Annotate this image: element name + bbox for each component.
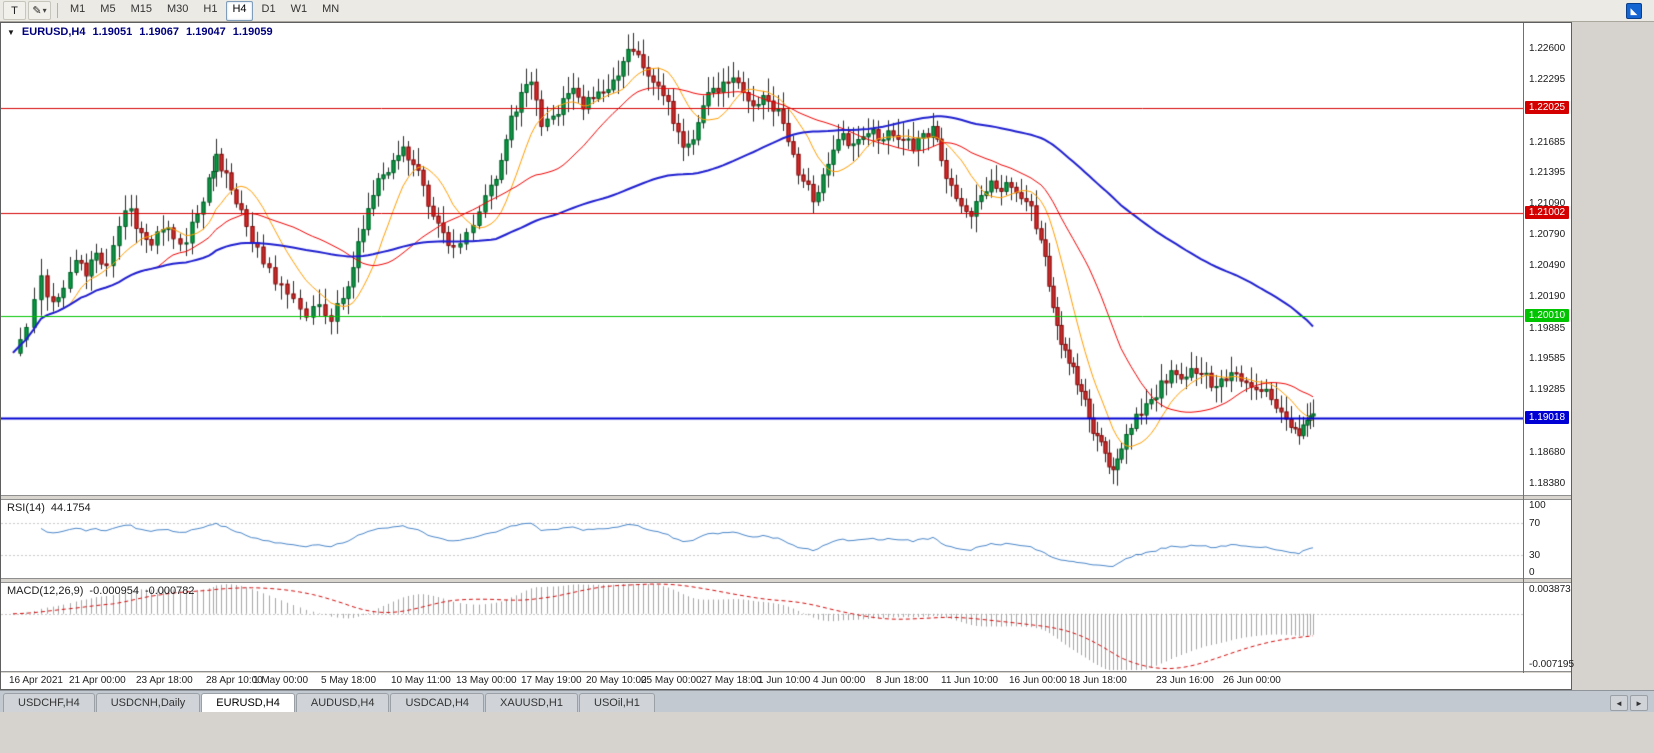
price-axis-label: 1.19885 bbox=[1529, 322, 1566, 334]
date-label: 10 May 11:00 bbox=[391, 675, 451, 686]
rsi-axis[interactable]: 100 70 30 0 bbox=[1524, 500, 1571, 578]
tab-scroll-left-icon[interactable]: ◄ bbox=[1610, 695, 1628, 711]
pane-splitter[interactable] bbox=[1, 495, 1571, 500]
tab-eurusd-h4[interactable]: EURUSD,H4 bbox=[201, 693, 295, 712]
timeframe-d1-button[interactable]: D1 bbox=[261, 2, 276, 15]
timeframe-m30-button[interactable]: M30 bbox=[166, 2, 189, 15]
rsi-label: RSI(14) 44.1754 bbox=[7, 502, 91, 514]
macd-signal-value: -0.000782 bbox=[144, 585, 195, 597]
price-axis-label: 1.18380 bbox=[1529, 477, 1566, 489]
macd-main-value: -0.000954 bbox=[89, 585, 139, 597]
price-level-badge: 1.19018 bbox=[1525, 410, 1569, 424]
chart-tabbar: USDCHF,H4 USDCNH,Daily EURUSD,H4 AUDUSD,… bbox=[0, 690, 1654, 712]
pane-divider bbox=[1, 671, 1571, 673]
collapse-quote-icon[interactable]: ▼ bbox=[7, 27, 15, 37]
date-label: 1 Jun 10:00 bbox=[758, 675, 811, 686]
tab-usdcad-h4[interactable]: USDCAD,H4 bbox=[390, 693, 485, 712]
macd-canvas[interactable] bbox=[1, 583, 1523, 671]
quote-line: ▼ EURUSD,H4 1.19051 1.19067 1.19047 1.19… bbox=[7, 26, 273, 38]
timeframe-mn-button[interactable]: MN bbox=[322, 2, 340, 15]
chart-window: ▼ EURUSD,H4 1.19051 1.19067 1.19047 1.19… bbox=[0, 22, 1575, 690]
rsi-axis-label: 70 bbox=[1529, 518, 1541, 530]
chevron-down-icon: ▾ bbox=[42, 6, 47, 15]
date-label: 17 May 19:00 bbox=[521, 675, 582, 686]
price-axis-label: 1.22600 bbox=[1529, 42, 1566, 54]
quote-low: 1.19047 bbox=[186, 26, 226, 38]
rsi-axis-label: 100 bbox=[1529, 500, 1546, 511]
date-label: 23 Apr 18:00 bbox=[136, 675, 193, 686]
price-axis-label: 1.22295 bbox=[1529, 74, 1566, 86]
date-label: 13 May 00:00 bbox=[456, 675, 517, 686]
workspace-area bbox=[0, 712, 1654, 753]
timeframe-m5-button[interactable]: M5 bbox=[100, 2, 116, 15]
text-tool-button[interactable]: T bbox=[3, 1, 26, 20]
pencil-icon: ✎ bbox=[32, 5, 42, 17]
pane-splitter[interactable] bbox=[1, 578, 1571, 583]
date-label: 20 May 10:00 bbox=[586, 675, 647, 686]
tab-audusd-h4[interactable]: AUDUSD,H4 bbox=[295, 693, 390, 712]
scroll-to-end-icon[interactable]: ◣ bbox=[1626, 3, 1642, 19]
macd-label: MACD(12,26,9) -0.000954 -0.000782 bbox=[7, 585, 195, 597]
macd-axis-label: -0.007195 bbox=[1529, 659, 1575, 670]
date-label: 16 Apr 2021 bbox=[9, 675, 63, 686]
rsi-canvas[interactable] bbox=[1, 500, 1523, 578]
date-label: 11 Jun 10:00 bbox=[941, 675, 999, 686]
toolbar: T ✎ ▾ M1 M5 M15 M30 H1 H4 D1 W1 MN ◣ bbox=[0, 0, 1654, 22]
price-axis-label: 1.21395 bbox=[1529, 166, 1566, 178]
quote-high: 1.19067 bbox=[139, 26, 180, 38]
date-label: 4 Jun 00:00 bbox=[813, 675, 866, 686]
rsi-axis-label: 0 bbox=[1529, 567, 1535, 578]
rsi-name: RSI(14) bbox=[7, 502, 45, 514]
price-axis-label: 1.19285 bbox=[1529, 384, 1566, 396]
price-axis-label: 1.20190 bbox=[1529, 291, 1566, 303]
date-label: 5 May 18:00 bbox=[321, 675, 377, 686]
price-axis-label: 1.20490 bbox=[1529, 260, 1566, 272]
date-label: 21 Apr 00:00 bbox=[69, 675, 126, 686]
timeframe-w1-button[interactable]: W1 bbox=[290, 2, 308, 15]
date-label: 23 Jun 16:00 bbox=[1156, 675, 1214, 686]
date-label: 8 Jun 18:00 bbox=[876, 675, 929, 686]
quote-close: 1.19059 bbox=[232, 26, 273, 38]
date-label: 25 May 00:00 bbox=[641, 675, 702, 686]
timeframe-m1-button[interactable]: M1 bbox=[70, 2, 86, 15]
price-axis-label: 1.18680 bbox=[1529, 446, 1566, 458]
macd-axis[interactable]: 0.003873 -0.007195 bbox=[1524, 583, 1575, 671]
price-axis-label: 1.21090 bbox=[1529, 198, 1566, 210]
rsi-value: 44.1754 bbox=[50, 502, 91, 514]
date-label: 16 Jun 00:00 bbox=[1009, 675, 1067, 686]
date-label: 18 Jun 18:00 bbox=[1069, 675, 1127, 686]
price-axis-label: 1.19585 bbox=[1529, 353, 1566, 365]
timeframe-m15-button[interactable]: M15 bbox=[130, 2, 152, 15]
price-level-badge: 1.21002 bbox=[1525, 206, 1569, 220]
main-chart-canvas[interactable] bbox=[1, 23, 1523, 495]
time-axis[interactable]: 16 Apr 2021 21 Apr 00:00 23 Apr 18:00 28 Ap… bbox=[1, 673, 1571, 689]
price-level-badge: 1.20010 bbox=[1525, 308, 1569, 322]
timeframe-h4-button[interactable]: H4 bbox=[226, 0, 253, 21]
price-axis-label: 1.20790 bbox=[1529, 229, 1566, 241]
tab-xauusd-h1[interactable]: XAUUSD,H1 bbox=[485, 693, 578, 712]
rsi-axis-label: 30 bbox=[1529, 549, 1541, 561]
macd-axis-label: 0.003873 bbox=[1529, 584, 1571, 595]
draw-tool-button[interactable]: ✎ ▾ bbox=[28, 1, 51, 20]
date-label: 27 May 18:00 bbox=[701, 675, 762, 686]
toolbar-separator bbox=[57, 3, 58, 18]
date-label: 1 May 00:00 bbox=[253, 675, 309, 686]
price-axis[interactable]: 1.226001.222951.219901.216851.213951.210… bbox=[1524, 23, 1571, 495]
timeframe-h1-button[interactable]: H1 bbox=[203, 2, 218, 15]
tab-usdchf-h4[interactable]: USDCHF,H4 bbox=[3, 693, 95, 712]
date-label: 26 Jun 00:00 bbox=[1223, 675, 1281, 686]
quote-open: 1.19051 bbox=[92, 26, 133, 38]
tab-usdcnh-daily[interactable]: USDCNH,Daily bbox=[95, 693, 201, 712]
tab-usoil-h1[interactable]: USOil,H1 bbox=[579, 693, 655, 712]
date-label: 28 Apr 10:00 bbox=[206, 675, 263, 686]
quote-symbol: EURUSD,H4 bbox=[21, 26, 86, 38]
price-axis-divider bbox=[1523, 23, 1524, 689]
macd-name: MACD(12,26,9) bbox=[7, 585, 84, 597]
price-level-badge: 1.22025 bbox=[1525, 101, 1569, 115]
tab-scroll-right-icon[interactable]: ► bbox=[1630, 695, 1648, 711]
price-axis-label: 1.21685 bbox=[1529, 137, 1566, 149]
